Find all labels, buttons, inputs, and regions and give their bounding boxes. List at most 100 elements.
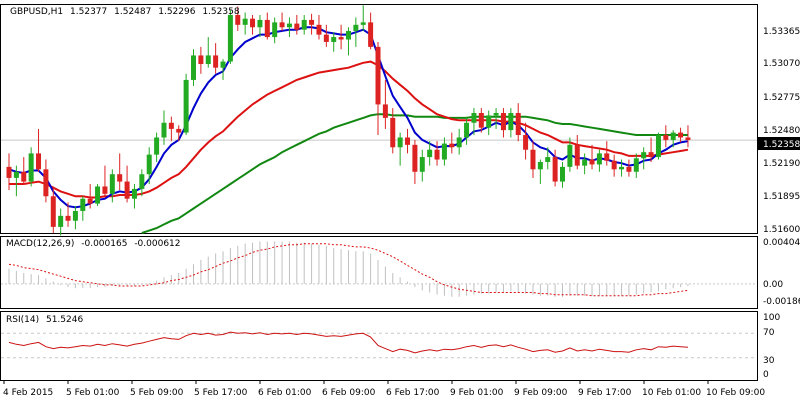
macd-axis: 0.00404 0.00 -0.00186 xyxy=(763,238,800,307)
candle-body xyxy=(21,171,27,182)
macd-tick-label: -0.00186 xyxy=(763,297,800,307)
candle-body xyxy=(523,135,529,150)
candle-body xyxy=(486,115,492,128)
candle-body xyxy=(13,171,19,178)
symbol-name: GBPUSD,H1 xyxy=(10,7,63,17)
macd-header: MACD(12,26,9) -0.000165 -0.000612 xyxy=(6,239,181,249)
high-value: 1.52487 xyxy=(114,7,151,17)
candle-body xyxy=(641,152,647,159)
current-price-tag: 1.52358 xyxy=(763,140,800,150)
candle-body xyxy=(139,174,145,189)
candle-body xyxy=(345,30,351,40)
candle-body xyxy=(412,144,418,172)
macd-signal-line xyxy=(8,243,689,297)
candle-body xyxy=(213,55,219,68)
price-tick-label: 1.52775 xyxy=(763,93,800,103)
time-tick-label: 6 Feb 09:00 xyxy=(322,388,376,398)
time-tick-label: 9 Feb 01:00 xyxy=(450,388,504,398)
candle-body xyxy=(323,34,329,42)
candle-body xyxy=(294,23,300,30)
rsi-value: 51.5246 xyxy=(46,315,83,325)
rsi-tick-label: 70 xyxy=(763,328,775,338)
macd-panel-frame xyxy=(0,236,758,309)
candle-body xyxy=(338,37,344,40)
candle-body xyxy=(95,186,101,204)
rsi-panel-frame xyxy=(0,311,758,381)
candle-body xyxy=(619,166,625,170)
macd-main-value: -0.000165 xyxy=(81,239,127,249)
price-tick-label: 1.51600 xyxy=(763,225,800,235)
candle-body xyxy=(626,166,632,172)
price-panel-frame xyxy=(0,4,758,234)
candle-body xyxy=(427,149,433,158)
panel-frames xyxy=(0,4,758,384)
candle-body xyxy=(146,154,152,175)
candle-body xyxy=(471,112,477,123)
candlesticks xyxy=(6,5,691,236)
candle-body xyxy=(589,159,595,165)
time-tick-label: 10 Feb 09:00 xyxy=(706,388,765,398)
candle-body xyxy=(124,181,130,199)
open-value: 1.52377 xyxy=(70,7,107,17)
candle-body xyxy=(670,132,676,140)
candle-body xyxy=(43,169,49,197)
candle-body xyxy=(648,152,654,158)
time-tick-label: 9 Feb 09:00 xyxy=(514,388,568,398)
candle-body xyxy=(663,135,669,140)
candle-body xyxy=(205,55,211,65)
price-tick-label: 1.52480 xyxy=(763,126,800,136)
rsi-header: RSI(14) 51.5246 xyxy=(6,315,83,325)
candle-body xyxy=(286,23,292,28)
candle-body xyxy=(419,157,425,172)
macd-tick-label: 0.00404 xyxy=(763,238,800,248)
candle-body xyxy=(131,188,137,199)
candle-body xyxy=(552,157,558,182)
time-tick-label: 5 Feb 17:00 xyxy=(194,388,248,398)
candle-body xyxy=(567,144,573,167)
rsi-tick-label: 0 xyxy=(763,370,769,380)
candle-body xyxy=(390,117,396,148)
candle-body xyxy=(242,18,248,25)
candle-body xyxy=(441,143,447,160)
candle-body xyxy=(633,158,639,172)
candle-body xyxy=(449,143,455,148)
candle-body xyxy=(72,210,78,221)
candle-body xyxy=(117,174,123,182)
candle-body xyxy=(109,174,115,194)
price-tick-label: 1.53365 xyxy=(763,27,800,37)
time-tick-label: 6 Feb 01:00 xyxy=(258,388,312,398)
macd-tick-label: 0.00 xyxy=(763,280,783,290)
candle-body xyxy=(405,137,411,145)
candle-body xyxy=(604,153,610,161)
candle-body xyxy=(493,112,499,116)
candle-body xyxy=(353,24,359,31)
time-tick-label: 5 Feb 01:00 xyxy=(66,388,120,398)
time-tick-label: 4 Feb 2015 xyxy=(3,388,53,398)
candle-body xyxy=(80,198,86,211)
candle-body xyxy=(183,79,189,133)
candle-body xyxy=(500,112,506,131)
time-tick-label: 10 Feb 01:00 xyxy=(642,388,701,398)
candle-body xyxy=(168,122,174,129)
candle-body xyxy=(272,22,278,38)
price-axis: 1.53365 1.53070 1.52775 1.52480 1.52190 … xyxy=(763,27,800,235)
candle-body xyxy=(198,55,204,65)
rsi-axis: 100 70 30 0 xyxy=(763,313,780,380)
macd-signal-value: -0.000612 xyxy=(134,239,180,249)
candle-body xyxy=(65,215,71,221)
candle-body xyxy=(515,112,521,136)
candle-body xyxy=(582,159,588,166)
rsi-tick-label: 100 xyxy=(763,313,780,323)
time-tick-label: 6 Feb 17:00 xyxy=(386,388,440,398)
price-tick-label: 1.53070 xyxy=(763,59,800,69)
candle-body xyxy=(154,137,160,155)
rsi-panel xyxy=(1,331,757,359)
rsi-line xyxy=(8,331,689,354)
low-value: 1.52296 xyxy=(158,7,195,17)
candle-body xyxy=(456,137,462,148)
candle-body xyxy=(257,19,263,28)
candle-body xyxy=(176,128,182,133)
candle-body xyxy=(368,22,374,47)
